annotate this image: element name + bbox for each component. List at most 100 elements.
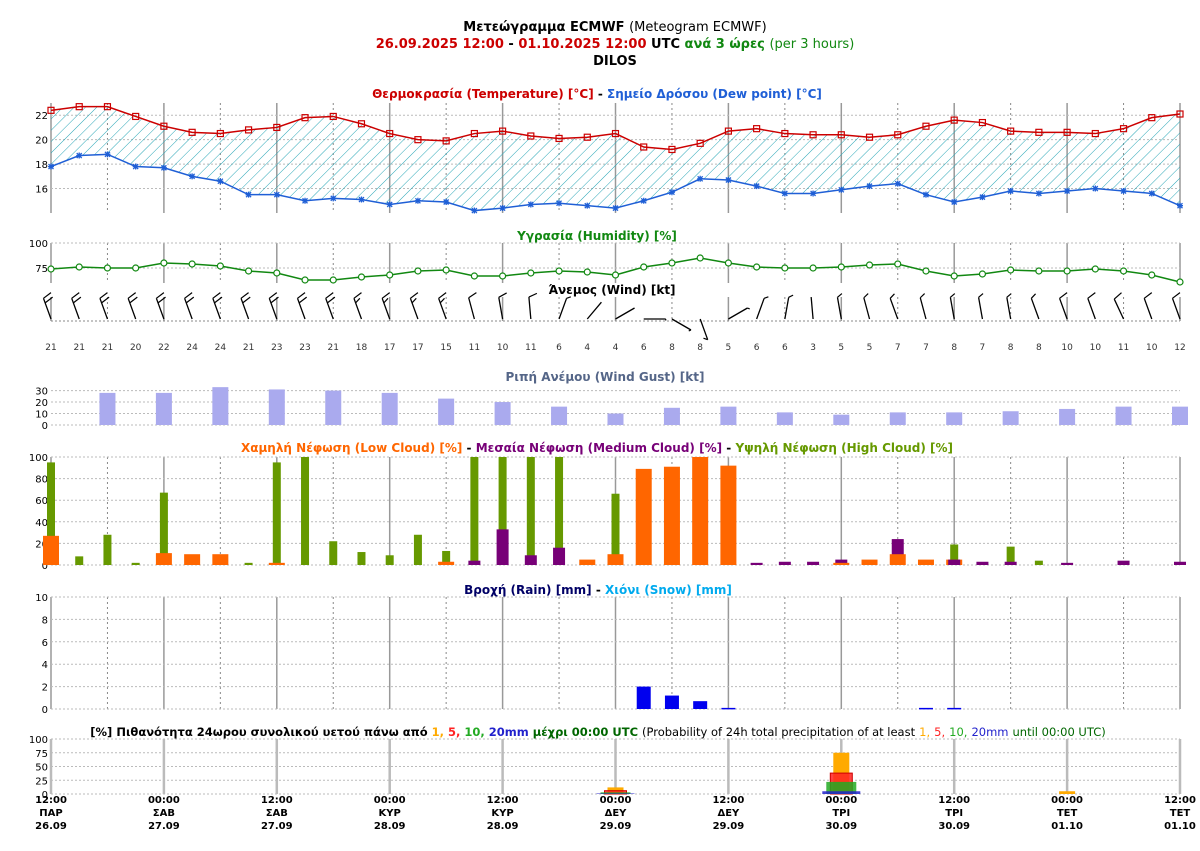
wind-barb-flag: [268, 292, 278, 299]
cloud-ytick-label: 100: [29, 453, 48, 464]
wind-barb-flag: [43, 292, 52, 299]
rain-bar: [664, 695, 679, 709]
temperature-point: [188, 128, 196, 136]
high-cloud-bar: [611, 493, 620, 565]
wind-speed-label: 24: [215, 343, 227, 353]
dewpoint-point: [414, 197, 421, 204]
temperature-point: [160, 122, 168, 130]
wind-barb-staff: [728, 307, 748, 320]
dewpoint-point: [443, 199, 450, 205]
wind-speed-label: 5: [867, 343, 873, 353]
dewpoint-point: [527, 201, 534, 208]
prob-bar-20mm: [596, 793, 635, 794]
temperature-point: [865, 133, 874, 141]
humidity-point: [894, 260, 902, 268]
x-tick-day: ΤΡΙ: [945, 808, 963, 819]
dewpoint-point: [1148, 190, 1155, 197]
low-cloud-bar: [663, 466, 680, 565]
gust-bar: [1172, 406, 1188, 425]
rain-panel-title: Βροχή (Rain) [mm] - Χιόνι (Snow) [mm]: [464, 583, 732, 597]
wind-barb-flag: [72, 296, 82, 304]
temp-panel-title: Θερμοκρασία (Temperature) [°C] - Σημείο …: [372, 87, 822, 101]
high-cloud-bar: [272, 462, 281, 565]
x-tick-date: 27.09: [261, 821, 293, 832]
wind-barb-staff: [671, 318, 692, 331]
wind-speed-label: 6: [556, 343, 562, 353]
gust-bar: [720, 406, 737, 425]
wind-barb-flag: [837, 293, 843, 298]
gust-bar: [607, 413, 624, 425]
humidity-point: [1148, 271, 1156, 279]
high-cloud-bar: [47, 462, 55, 565]
wind-barb-flag: [101, 296, 110, 304]
low-cloud-bar: [184, 554, 201, 565]
gust-bar: [381, 392, 398, 425]
gust-ytick-label: 30: [35, 387, 48, 398]
temperature-point: [357, 120, 366, 128]
cloud-ytick-label: 80: [35, 475, 48, 486]
wind-barb-staff: [586, 301, 602, 320]
gust-bar: [1059, 408, 1076, 425]
prob-ytick-label: 75: [35, 749, 48, 760]
wind-barb-flag: [1087, 292, 1096, 299]
gust-bar: [99, 392, 116, 425]
gust-bar: [494, 402, 511, 425]
wind-barb-flag: [703, 337, 708, 341]
high-cloud-bar: [385, 555, 394, 565]
high-cloud-bar: [526, 457, 535, 565]
wind-barb-flag: [298, 296, 308, 304]
wind-speed-label: 6: [782, 343, 788, 353]
wind-speed-label: 10: [1061, 343, 1073, 353]
wind-barb-staff: [240, 298, 250, 320]
x-tick-day: ΔΕΥ: [717, 808, 740, 819]
wind-barb-flag: [214, 296, 223, 304]
dewpoint-point: [302, 197, 309, 204]
x-tick-date: 28.09: [487, 821, 519, 832]
temp-ytick-label: 18: [35, 160, 48, 171]
wind-barb-staff: [468, 297, 476, 320]
wind-speed-label: 21: [45, 343, 56, 353]
wind-barb-flag: [410, 292, 419, 299]
wind-speed-label: 10: [1146, 343, 1158, 353]
rain-ytick-label: 8: [42, 615, 48, 626]
x-tick-day: ΔΕΥ: [605, 808, 628, 819]
low-cloud-bar: [579, 559, 596, 565]
humidity-panel-title: Υγρασία (Humidity) [%]: [516, 229, 677, 243]
humidity-point: [499, 272, 507, 280]
dewpoint-point: [1064, 188, 1071, 194]
wind-barb-staff: [127, 298, 137, 320]
wind-speed-label: 21: [328, 343, 339, 353]
wind-barb-staff: [296, 298, 306, 320]
dewpoint-point: [753, 183, 760, 190]
prob-ytick-label: 50: [35, 763, 48, 774]
x-tick-day: ΣΑΒ: [153, 808, 175, 819]
wind-barb-flag: [1006, 293, 1012, 298]
temperature-point: [132, 112, 140, 121]
wind-speed-label: 8: [669, 343, 675, 353]
temperature-point: [724, 127, 733, 135]
wind-speed-label: 18: [356, 343, 368, 353]
temp-ytick-label: 20: [35, 136, 48, 147]
humidity-point: [865, 261, 874, 269]
temperature-point: [950, 116, 958, 124]
wind-speed-label: 17: [412, 343, 423, 353]
wind-speed-label: 5: [726, 343, 732, 353]
wind-barb-flag: [1059, 292, 1068, 299]
dewpoint-point: [76, 152, 83, 159]
temperature-point: [837, 131, 845, 139]
temperature-point: [611, 129, 620, 138]
humidity-point: [922, 267, 930, 275]
temperature-point: [329, 112, 337, 121]
wind-barb-staff: [212, 298, 221, 320]
temperature-point: [414, 136, 422, 144]
wind-barb-flag: [297, 292, 306, 299]
dewpoint-point: [979, 194, 986, 201]
gust-bar: [212, 387, 229, 425]
chart-title: Μετεώγραμμα ECMWF (Meteogram ECMWF): [463, 20, 766, 35]
wind-barb-staff: [183, 298, 193, 320]
wind-speed-label: 21: [73, 343, 84, 353]
low-cloud-bar: [917, 559, 934, 565]
prob-ytick-label: 100: [29, 735, 48, 746]
x-tick-day: ΚΥΡ: [379, 808, 401, 819]
